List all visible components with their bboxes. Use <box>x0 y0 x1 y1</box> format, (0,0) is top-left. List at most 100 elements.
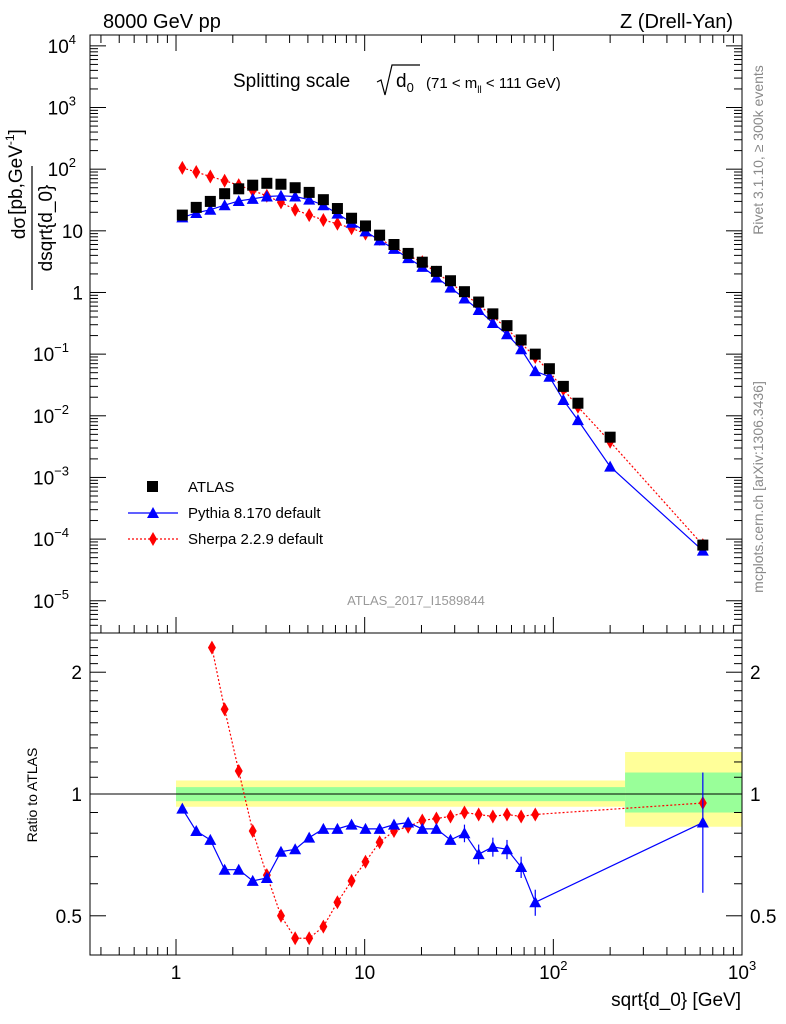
main-point-atlas <box>219 188 231 200</box>
x-tick-label: 103 <box>728 958 756 984</box>
legend: ATLAS Pythia 8.170 default Sherpa 2.2.9 … <box>128 479 324 548</box>
main-y-tick-label: 10−5 <box>33 587 69 613</box>
ratio-point-pythia <box>190 825 203 837</box>
main-y-tick-label: 10−4 <box>33 525 69 551</box>
ratio-point-sherpa <box>276 908 285 923</box>
legend-atlas-label: ATLAS <box>188 479 234 496</box>
main-point-atlas <box>346 212 358 224</box>
ratio-uncertainty-bands <box>176 752 742 827</box>
main-point-pythia <box>430 271 443 283</box>
legend-sherpa-label: Sherpa 2.2.9 default <box>188 531 324 548</box>
ratio-point-sherpa <box>488 809 497 824</box>
main-y-tick-label: 104 <box>48 32 76 58</box>
ratio-point-pythia <box>373 822 386 834</box>
main-point-atlas <box>359 220 371 232</box>
ratio-point-sherpa <box>291 931 300 946</box>
ratio-point-pythia <box>515 861 528 873</box>
main-point-pythia <box>604 460 617 472</box>
ratio-point-sherpa <box>305 931 314 946</box>
main-point-atlas <box>303 186 315 198</box>
main-point-pythia <box>500 328 513 340</box>
header-left: 8000 GeV pp <box>103 11 221 33</box>
ratio-point-pythia <box>486 840 499 852</box>
main-point-sherpa <box>333 216 342 231</box>
main-point-atlas <box>416 256 428 268</box>
ratio-point-sherpa <box>361 854 370 869</box>
main-point-atlas <box>501 320 513 332</box>
main-point-pythia <box>543 370 556 382</box>
ratio-y-tick-label-right: 0.5 <box>750 907 776 928</box>
main-point-pythia <box>529 365 542 377</box>
main-point-pythia <box>274 189 287 201</box>
ratio-ylabel: Ratio to ATLAS <box>24 748 40 843</box>
legend-item-atlas: ATLAS <box>147 479 234 496</box>
ratio-panel: 2 2 1 1 0.5 0.5 1 10 102 103 Ratio to ATLAS sqrt{… <box>24 632 776 1011</box>
ratio-point-pythia <box>260 871 273 883</box>
ylabel-num: dσ <box>9 217 30 240</box>
ratio-point-sherpa <box>319 919 328 934</box>
ratio-y-tick-label: 1 <box>71 785 82 806</box>
ratio-point-sherpa <box>347 873 356 888</box>
main-point-pythia <box>515 343 528 355</box>
ratio-point-sherpa <box>502 807 511 822</box>
main-point-pythia <box>204 203 217 215</box>
ratio-point-sherpa <box>248 824 257 839</box>
main-point-atlas <box>331 203 343 215</box>
main-point-atlas <box>190 201 202 213</box>
main-point-atlas <box>402 247 414 259</box>
main-point-atlas <box>473 296 485 308</box>
main-point-atlas <box>487 308 499 320</box>
main-point-atlas <box>275 178 287 190</box>
mcplots-label: mcplots.cern.ch [arXiv:1306.3436] <box>750 381 766 593</box>
x-tick-label: 10 <box>354 963 375 984</box>
main-ylabel: dσ dsqrt{d_0} <box>9 166 57 290</box>
main-point-sherpa <box>291 202 300 217</box>
header-right: Z (Drell-Yan) <box>620 11 733 33</box>
main-point-pythia <box>472 303 485 315</box>
main-point-atlas <box>233 183 245 195</box>
ratio-y-tick-label: 0.5 <box>56 907 82 928</box>
main-point-atlas <box>176 209 188 221</box>
main-point-pythia <box>246 192 259 204</box>
ratio-point-pythia <box>696 816 709 828</box>
main-point-sherpa <box>206 169 215 184</box>
ratio-point-sherpa <box>474 807 483 822</box>
main-y-tick-label: 10−3 <box>33 463 69 489</box>
main-point-atlas <box>261 177 273 189</box>
main-series <box>176 160 709 556</box>
ratio-point-pythia <box>303 831 316 843</box>
main-title: Splitting scale d0 (71 < mll < 111 GeV) <box>233 64 561 96</box>
legend-sherpa-marker <box>149 532 157 546</box>
main-point-sherpa <box>305 208 314 223</box>
ratio-y-tick-label-right: 2 <box>750 663 761 684</box>
main-point-sherpa <box>178 160 187 175</box>
ratio-point-sherpa <box>220 702 229 717</box>
main-point-pythia <box>289 190 302 202</box>
main-y-tick-label: 10−2 <box>33 402 69 428</box>
main-point-pythia <box>260 190 273 202</box>
title-symbol: d0 <box>396 71 414 95</box>
main-point-atlas <box>289 182 301 194</box>
ratio-point-pythia <box>529 896 542 908</box>
ratio-point-sherpa <box>234 763 243 778</box>
main-point-atlas <box>557 380 569 392</box>
ylabel-den: dsqrt{d_0} <box>36 185 57 272</box>
ratio-point-pythia <box>289 843 302 855</box>
ratio-point-pythia <box>204 833 217 845</box>
ylabel-units: [pb,GeV-1] <box>3 129 27 215</box>
sqrt-symbol-icon <box>376 64 420 96</box>
main-point-atlas <box>697 539 709 551</box>
legend-item-pythia: Pythia 8.170 default <box>128 505 321 522</box>
ratio-point-pythia <box>387 818 400 830</box>
ratio-point-pythia <box>402 816 415 828</box>
ratio-point-sherpa <box>460 805 469 820</box>
legend-atlas-marker <box>147 481 158 492</box>
main-point-pythia <box>571 414 584 426</box>
main-point-pythia <box>557 394 570 406</box>
ratio-point-pythia <box>472 848 485 860</box>
ratio-point-pythia <box>458 827 471 839</box>
main-point-pythia <box>303 193 316 205</box>
main-point-atlas <box>604 431 616 443</box>
main-point-sherpa <box>319 212 328 227</box>
